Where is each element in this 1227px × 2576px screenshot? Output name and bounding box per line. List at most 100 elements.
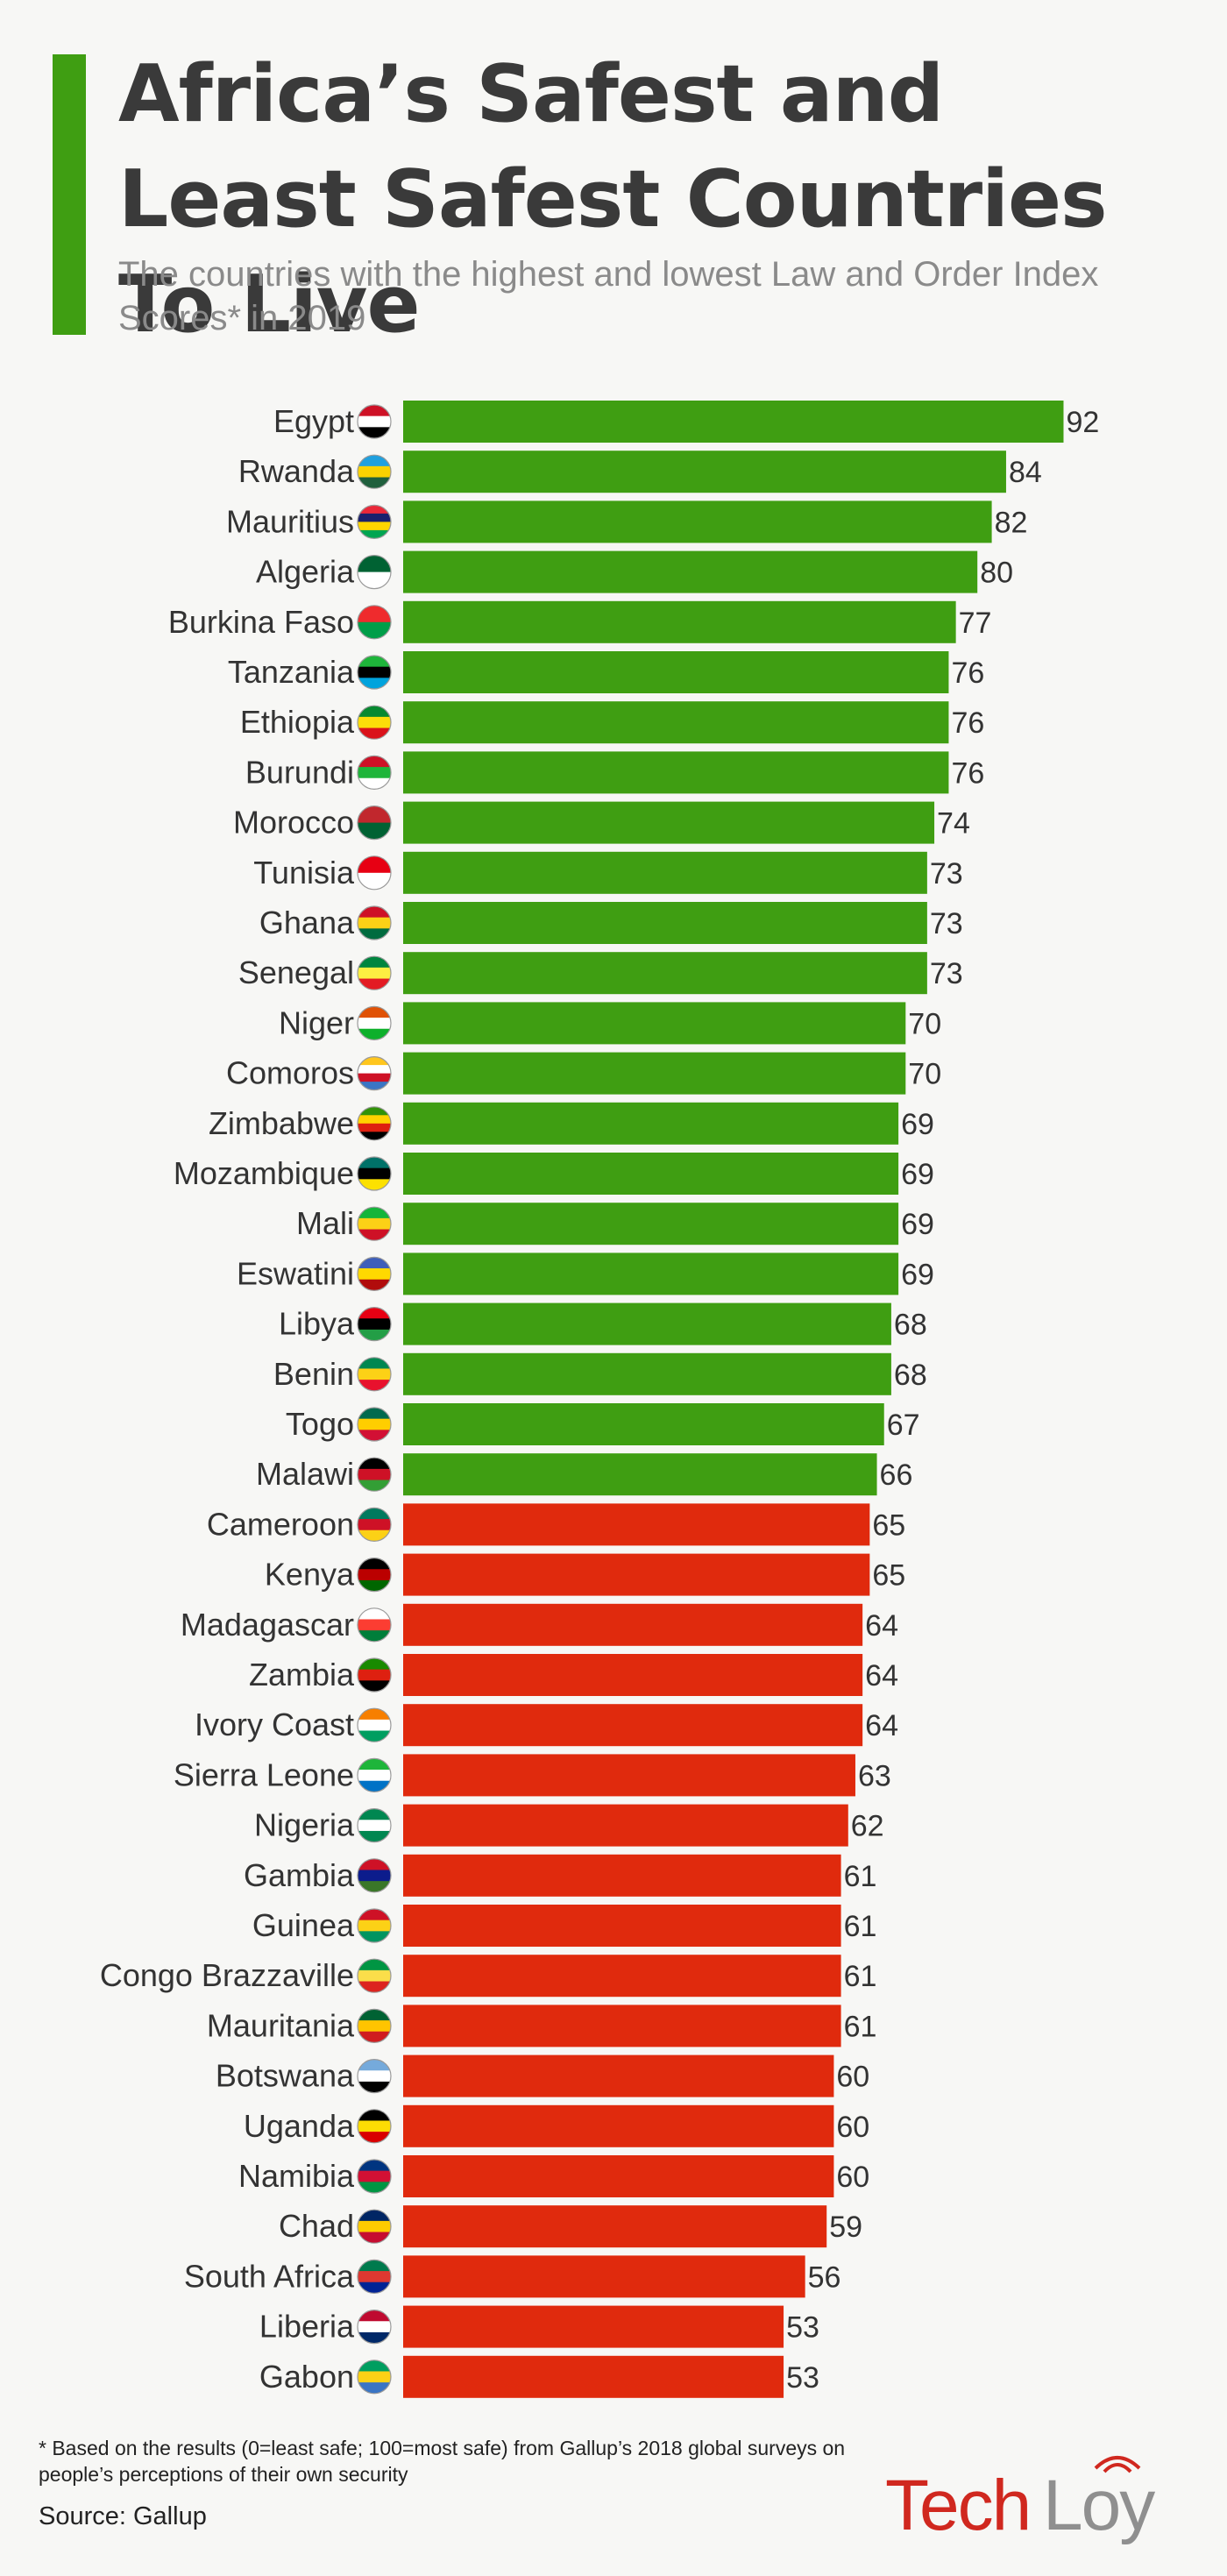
flag-border — [357, 655, 392, 690]
bar-comoros — [403, 1052, 906, 1095]
value-label-sierra-leone: 63 — [858, 1759, 891, 1792]
value-label-congo-brazzaville: 61 — [844, 1960, 877, 1993]
flag-icon-namibia — [358, 2160, 391, 2193]
value-label-cameroon: 65 — [872, 1508, 905, 1542]
flag-border — [357, 1407, 392, 1442]
country-label-nigeria: Nigeria — [254, 1807, 355, 1843]
flag-border — [357, 1557, 392, 1593]
flag-border — [357, 1005, 392, 1041]
bar-niger — [403, 1002, 906, 1045]
value-label-kenya: 65 — [872, 1559, 905, 1593]
bar-liberia — [403, 2305, 784, 2348]
title-accent-bar — [53, 54, 86, 335]
country-label-kenya: Kenya — [265, 1557, 355, 1593]
flag-border — [357, 1306, 392, 1342]
bar-togo — [403, 1403, 884, 1445]
flag-border — [357, 2159, 392, 2194]
country-label-malawi: Malawi — [256, 1456, 354, 1492]
bar-sierra-leone — [403, 1754, 855, 1797]
country-label-liberia: Liberia — [259, 2309, 355, 2345]
value-label-mauritania: 61 — [844, 2010, 877, 2043]
bar-tanzania — [403, 651, 949, 693]
flag-border — [357, 1958, 392, 1993]
country-label-botswana: Botswana — [216, 2058, 355, 2094]
country-label-chad: Chad — [279, 2208, 354, 2244]
bar-nigeria — [403, 1804, 848, 1847]
flag-icon-madagascar — [358, 1607, 391, 1642]
flag-border — [357, 1858, 392, 1893]
flag-border — [357, 404, 392, 439]
techloy-logo: Tech Loy — [885, 2445, 1183, 2551]
value-label-ghana: 73 — [930, 907, 963, 940]
bar-burundi — [403, 751, 949, 794]
value-label-botswana: 60 — [836, 2061, 869, 2094]
value-label-madagascar: 64 — [865, 1609, 898, 1643]
bar-ghana — [403, 902, 927, 944]
flag-icon-comoros — [358, 1056, 391, 1090]
flag-icon-zimbabwe — [358, 1106, 391, 1140]
country-label-zambia: Zambia — [249, 1657, 355, 1692]
value-label-tunisia: 73 — [930, 857, 963, 891]
country-label-libya: Libya — [279, 1306, 355, 1342]
flag-border — [357, 1055, 392, 1091]
bar-mauritania — [403, 2005, 841, 2047]
country-label-rwanda: Rwanda — [238, 453, 355, 489]
country-label-sierra-leone: Sierra Leone — [174, 1756, 354, 1792]
country-label-morocco: Morocco — [233, 805, 354, 841]
flag-border — [357, 905, 392, 940]
country-label-cameroon: Cameroon — [207, 1506, 354, 1542]
country-label-congo-brazzaville: Congo Brazzaville — [100, 1957, 354, 1993]
country-label-senegal: Senegal — [238, 954, 354, 990]
value-label-morocco: 74 — [937, 807, 970, 841]
bar-mali — [403, 1203, 899, 1245]
flag-border — [357, 1457, 392, 1492]
value-label-gabon: 53 — [786, 2361, 819, 2395]
flag-border — [357, 805, 392, 841]
country-label-ethiopia: Ethiopia — [240, 704, 355, 740]
bar-libya — [403, 1302, 891, 1345]
flag-border — [357, 554, 392, 590]
country-label-mauritania: Mauritania — [207, 2007, 355, 2043]
value-label-niger: 70 — [908, 1007, 941, 1040]
country-label-uganda: Uganda — [244, 2108, 355, 2144]
flag-icon-cameroon — [358, 1508, 391, 1542]
bar-gabon — [403, 2355, 784, 2398]
value-label-chad: 59 — [829, 2211, 862, 2244]
flag-icon-mauritania — [358, 2009, 391, 2043]
value-label-nigeria: 62 — [851, 1810, 884, 1843]
logo-text-loy: Loy — [1043, 2466, 1155, 2545]
bar-ethiopia — [403, 701, 949, 744]
value-label-mauritius: 82 — [995, 506, 1028, 539]
value-label-egypt: 92 — [1066, 406, 1099, 439]
value-label-senegal: 73 — [930, 957, 963, 990]
flag-border — [357, 2209, 392, 2244]
flag-border — [357, 855, 392, 891]
flag-border — [357, 1607, 392, 1643]
country-label-ghana: Ghana — [259, 905, 355, 940]
country-label-niger: Niger — [279, 1004, 354, 1040]
chart-subtitle: The countries with the highest and lowes… — [118, 255, 1099, 337]
value-label-algeria: 80 — [980, 557, 1013, 590]
country-label-togo: Togo — [286, 1406, 354, 1442]
country-label-zimbabwe: Zimbabwe — [209, 1105, 354, 1141]
bar-rwanda — [403, 451, 1006, 493]
bar-kenya — [403, 1553, 870, 1596]
flag-icon-mauritius — [358, 505, 391, 539]
country-label-algeria: Algeria — [256, 554, 355, 590]
flag-border — [357, 2310, 392, 2345]
footnote: * Based on the results (0=least safe; 10… — [39, 2437, 846, 2486]
value-label-burundi: 76 — [951, 756, 984, 790]
value-label-ivory-coast: 64 — [865, 1709, 898, 1742]
bar-malawi — [403, 1453, 877, 1496]
bar-gambia — [403, 1854, 841, 1897]
flag-icon-gambia — [358, 1858, 391, 1892]
value-label-comoros: 70 — [908, 1058, 941, 1091]
bar-chad — [403, 2205, 827, 2248]
value-label-gambia: 61 — [844, 1860, 877, 1893]
value-label-rwanda: 84 — [1009, 456, 1042, 489]
value-label-burkina-faso: 77 — [959, 607, 992, 640]
flag-border — [357, 454, 392, 489]
value-label-malawi: 66 — [880, 1458, 913, 1492]
country-label-comoros: Comoros — [226, 1055, 354, 1091]
flag-icon-morocco — [358, 805, 391, 840]
